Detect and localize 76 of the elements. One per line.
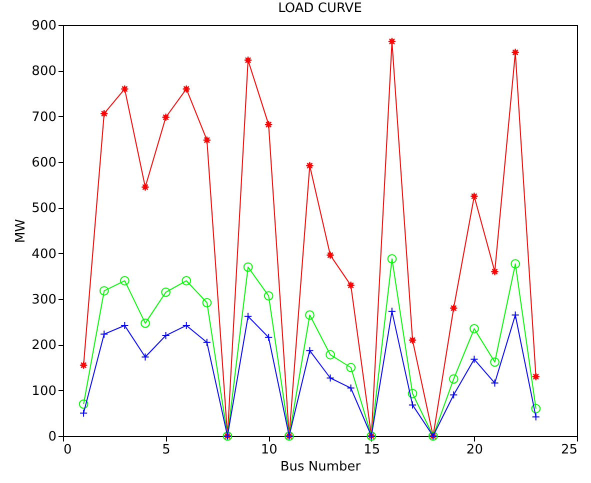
y-tick-label: 0 — [48, 430, 56, 444]
point — [387, 254, 397, 264]
point — [326, 374, 334, 382]
y-tick-label: 800 — [32, 64, 56, 80]
point — [346, 362, 356, 372]
point — [182, 84, 190, 93]
point — [120, 321, 129, 330]
point — [162, 113, 170, 122]
point — [490, 357, 500, 367]
point — [161, 287, 170, 297]
point — [388, 307, 396, 316]
y-tick-label: 500 — [32, 201, 56, 216]
point — [243, 262, 253, 272]
y-tick-label: 700 — [32, 110, 56, 125]
y-tick-label: 300 — [32, 292, 56, 308]
x-axis-title: Bus Number — [280, 460, 362, 474]
x-tick-label: 10 — [260, 442, 278, 458]
point — [532, 372, 540, 381]
point — [244, 56, 252, 64]
point — [306, 346, 314, 355]
point — [470, 192, 478, 200]
y-tick-label: 200 — [32, 338, 56, 354]
point — [264, 333, 273, 342]
point — [100, 110, 108, 118]
point — [141, 352, 150, 362]
point — [490, 378, 499, 388]
point — [244, 312, 252, 320]
point — [202, 136, 211, 144]
y-tick-label: 400 — [32, 246, 56, 262]
y-tick-label: 600 — [32, 156, 56, 170]
point — [202, 338, 211, 346]
point — [490, 268, 499, 276]
point — [264, 291, 274, 300]
point — [531, 404, 541, 414]
point — [141, 183, 150, 192]
point — [470, 355, 478, 364]
point — [511, 48, 520, 56]
point — [140, 318, 150, 328]
point — [388, 37, 396, 46]
y-tick-label: 900 — [32, 18, 56, 34]
y-tick-label: 100 — [32, 384, 56, 399]
point — [306, 162, 314, 170]
point — [80, 409, 88, 418]
point — [470, 324, 479, 334]
x-tick-label: 5 — [162, 442, 170, 458]
point — [346, 384, 355, 392]
point — [305, 310, 314, 320]
point — [162, 331, 170, 340]
point — [80, 361, 88, 370]
point — [78, 399, 88, 409]
x-tick-label: 0 — [64, 442, 72, 458]
point — [448, 374, 458, 384]
point — [450, 304, 458, 312]
point — [511, 310, 520, 320]
x-tick-label: 25 — [560, 442, 578, 458]
point — [100, 330, 108, 338]
point — [182, 321, 190, 330]
point — [346, 281, 355, 290]
point — [510, 259, 520, 269]
point — [326, 251, 334, 260]
point — [408, 388, 418, 398]
point — [120, 84, 129, 93]
point — [99, 286, 109, 296]
point — [450, 390, 458, 399]
point — [532, 412, 540, 421]
chart-title: LOAD CURVE — [278, 1, 362, 16]
point — [264, 120, 273, 129]
y-axis-title: MW — [14, 218, 29, 244]
point — [326, 350, 335, 360]
x-tick-label: 15 — [364, 442, 380, 458]
point — [408, 336, 417, 344]
x-tick-label: 20 — [466, 442, 483, 458]
point — [182, 276, 192, 286]
point — [408, 400, 417, 409]
point — [202, 298, 212, 308]
point — [120, 276, 130, 286]
